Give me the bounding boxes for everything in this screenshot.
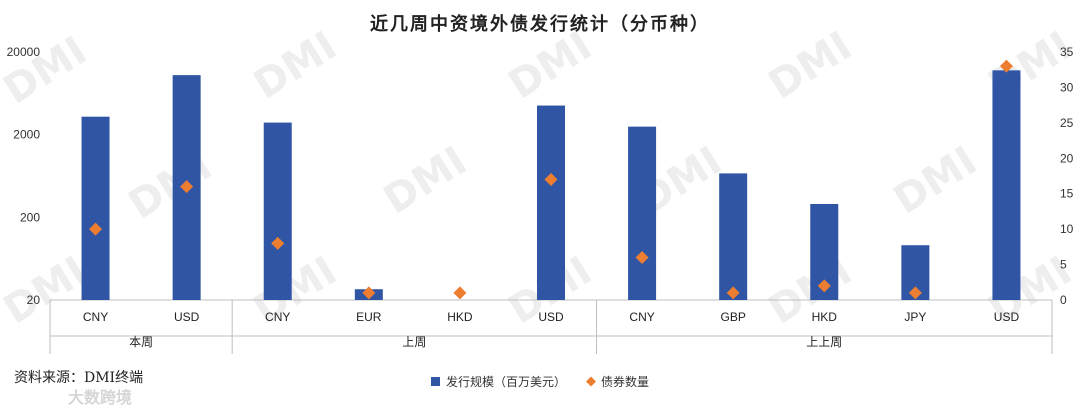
- y-left-tick-label: 20000: [7, 45, 41, 59]
- legend-swatch-diamond: [586, 376, 596, 387]
- category-label: HKD: [812, 310, 838, 324]
- diamond-marker: [726, 286, 740, 300]
- y-right-tick-label: 30: [1060, 80, 1074, 94]
- group-label: 本周: [129, 335, 153, 349]
- diamond-marker: [89, 222, 103, 236]
- legend-label: 债券数量: [601, 374, 649, 389]
- group-label: 上周: [402, 335, 426, 349]
- y-right-tick-label: 35: [1060, 45, 1074, 59]
- category-label: CNY: [265, 310, 290, 324]
- category-label: CNY: [629, 310, 654, 324]
- diamond-marker: [817, 279, 831, 293]
- legend-label: 发行规模（百万美元）: [446, 374, 566, 389]
- y-right-tick-label: 0: [1060, 293, 1067, 307]
- y-right-tick-label: 5: [1060, 258, 1067, 272]
- legend: 发行规模（百万美元） 债券数量: [431, 374, 649, 389]
- category-label: EUR: [356, 310, 382, 324]
- watermark-text: DMI: [0, 248, 95, 334]
- category-label: USD: [994, 310, 1020, 324]
- y-right-tick-label: 20: [1060, 151, 1074, 165]
- bar: [628, 126, 657, 300]
- y-right-tick-label: 25: [1060, 116, 1074, 130]
- diamond-marker: [180, 180, 194, 194]
- watermark-text: DMI: [121, 143, 220, 229]
- group-label: 上上周: [806, 335, 842, 349]
- bar: [263, 122, 292, 300]
- category-label: JPY: [904, 310, 926, 324]
- category-label: GBP: [721, 310, 746, 324]
- diamond-marker: [271, 236, 285, 250]
- category-label: USD: [538, 310, 564, 324]
- chart-title: 近几周中资境外债发行统计（分币种）: [370, 13, 710, 35]
- category-label: USD: [174, 310, 200, 324]
- y-left-tick-label: 20: [27, 293, 41, 307]
- diamond-marker: [453, 286, 467, 300]
- y-left-tick-label: 200: [20, 210, 40, 224]
- watermark-text: DMI: [246, 248, 345, 334]
- diamond-marker: [999, 59, 1013, 73]
- watermark-text: DMI: [761, 23, 860, 109]
- diamond-marker: [908, 286, 922, 300]
- watermark-text: DMI: [246, 23, 345, 109]
- legend-swatch-bar: [431, 377, 440, 386]
- watermark-text: DMI: [886, 138, 985, 224]
- category-axis: CNY USD CNY EUR HKD USD CNY GBP HKD JPY USD 本周 上周 上上周: [49, 300, 1053, 354]
- watermark-text: DMI: [376, 138, 475, 224]
- diamond-marker: [635, 250, 649, 264]
- watermark-text: DMI: [0, 28, 95, 114]
- source-note: 资料来源：DMI终端: [14, 370, 143, 386]
- watermark-text: DMI: [501, 23, 600, 109]
- y-left-tick-label: 2000: [13, 128, 40, 142]
- footer-watermark: 大数跨境: [68, 388, 132, 407]
- diamond-marker: [362, 286, 376, 300]
- diamond-marker: [544, 173, 558, 187]
- y-right-tick-label: 10: [1060, 222, 1074, 236]
- bar: [81, 116, 110, 301]
- y-right-tick-label: 15: [1060, 187, 1074, 201]
- bar: [719, 173, 748, 300]
- category-label: CNY: [83, 310, 108, 324]
- marker-series: [89, 59, 1013, 300]
- bar: [992, 70, 1021, 300]
- category-label: HKD: [447, 310, 473, 324]
- bar: [537, 105, 565, 300]
